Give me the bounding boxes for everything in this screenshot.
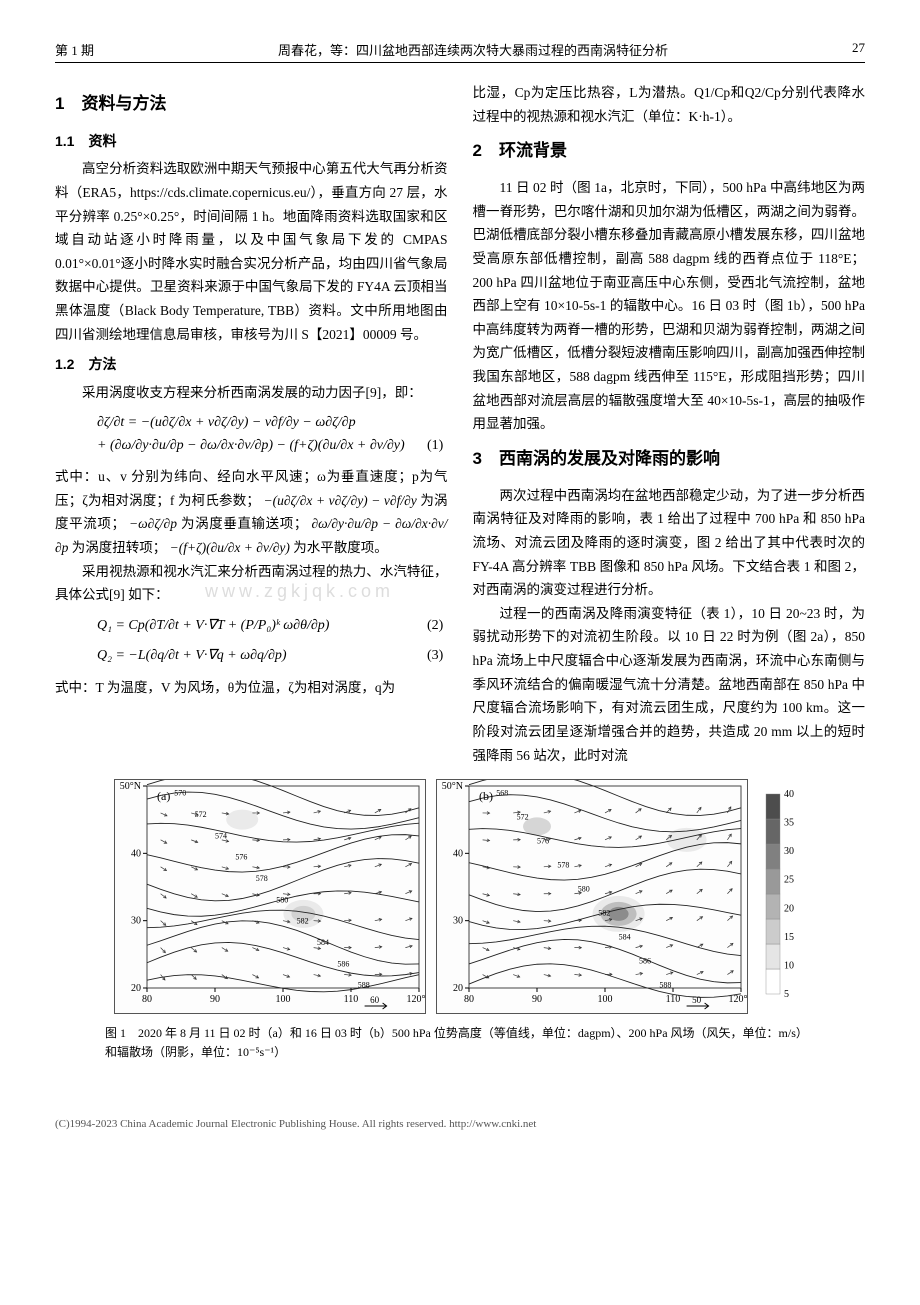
para-eq-terms: 式中：u、v 分别为纬向、经向水平风速；ω为垂直速度；p为气压；ζ为相对涡度；f…: [55, 465, 448, 560]
para-vortex-1: 两次过程中西南涡均在盆地西部稳定少动，为了进一步分析西南涡特征及对降雨的影响，表…: [473, 484, 866, 602]
svg-text:586: 586: [639, 957, 651, 966]
eq-terms-mid3: 为涡度扭转项；: [72, 540, 167, 555]
svg-text:15: 15: [784, 932, 794, 943]
eq3-num: (3): [427, 645, 443, 667]
equation-2: Q₁ = Cp(∂T/∂t + V·∇T + (P/P₀)ᵏ ω∂θ/∂p) (2…: [97, 615, 448, 637]
inline-vert-term: −ω∂ζ/∂p: [129, 516, 177, 531]
header-page-num: 27: [852, 40, 865, 59]
svg-text:574: 574: [215, 832, 227, 841]
inline-adv-term: −(u∂ζ/∂x + v∂ζ/∂y) − v∂f/∂y: [264, 493, 417, 508]
figure-1b-svg: 8090100110120°E20304050°N568572576578580…: [437, 780, 747, 1010]
svg-text:50: 50: [692, 995, 702, 1005]
eq1-line1: ∂ζ/∂t = −(u∂ζ/∂x + v∂ζ/∂y) − v∂f/∂y − ω∂…: [97, 412, 448, 434]
section-1-1-heading: 1.1 资料: [55, 129, 448, 154]
svg-text:568: 568: [496, 789, 508, 798]
svg-text:35: 35: [784, 818, 794, 829]
svg-text:50°N: 50°N: [442, 781, 463, 792]
svg-text:80: 80: [142, 994, 152, 1005]
svg-text:5: 5: [784, 989, 789, 1000]
section-title: 环流背景: [499, 141, 567, 160]
svg-text:100: 100: [598, 994, 613, 1005]
svg-text:572: 572: [517, 813, 529, 822]
para-vortex-2: 过程一的西南涡及降雨演变特征（表 1），10 日 20~23 时，为弱扰动形势下…: [473, 602, 866, 767]
para-circulation: 11 日 02 时（图 1a，北京时，下同），500 hPa 中高纬地区为两槽一…: [473, 176, 866, 436]
svg-text:582: 582: [297, 917, 309, 926]
section-2-heading: 2 环流背景: [473, 136, 866, 166]
svg-text:100: 100: [276, 994, 291, 1005]
equation-1: ∂ζ/∂t = −(u∂ζ/∂x + v∂ζ/∂y) − v∂f/∂y − ω∂…: [97, 412, 448, 457]
section-num: 1: [55, 94, 64, 113]
para-eq-symbols: 式中：T 为温度，V 为风场，θ为位温，ζ为相对涡度，q为: [55, 676, 448, 700]
equation-3: Q₂ = −L(∂q/∂t + V·∇q + ω∂q/∂p) (3): [97, 645, 448, 667]
header-issue: 第 1 期: [55, 40, 94, 59]
inline-div-term: −(f+ζ)(∂u/∂x + ∂v/∂y): [170, 540, 290, 555]
para-humidity-cont: 比湿，Cp为定压比热容，L为潜热。Q1/Cp和Q2/Cp分别代表降水过程中的视热…: [473, 81, 866, 128]
section-3-heading: 3 西南涡的发展及对降雨的影响: [473, 444, 866, 474]
svg-text:120°E: 120°E: [406, 994, 425, 1005]
colorbar-svg: 5 10 15 20 25 30 35 40: [764, 779, 806, 1009]
svg-text:50°N: 50°N: [120, 781, 141, 792]
para-method-intro: 采用涡度收支方程来分析西南涡发展的动力因子[9]，即：: [55, 381, 448, 405]
subsection-num: 1.1: [55, 133, 74, 149]
svg-text:40: 40: [453, 848, 463, 859]
svg-text:584: 584: [619, 933, 631, 942]
section-title: 资料与方法: [81, 94, 166, 113]
left-column: 1 资料与方法 1.1 资料 高空分析资料选取欧洲中期天气预报中心第五代大气再分…: [55, 81, 448, 767]
svg-text:20: 20: [784, 903, 794, 914]
figure-1a-svg: 8090100110120°E20304050°N570572574576578…: [115, 780, 425, 1010]
svg-text:90: 90: [532, 994, 542, 1005]
section-title: 西南涡的发展及对降雨的影响: [499, 449, 720, 468]
eq3-body: Q₂ = −L(∂q/∂t + V·∇q + ω∂q/∂p): [97, 648, 287, 663]
svg-text:582: 582: [598, 909, 610, 918]
svg-text:40: 40: [784, 789, 794, 800]
subsection-title: 资料: [88, 133, 116, 149]
subsection-title: 方法: [88, 356, 116, 372]
eq1-num: (1): [427, 435, 443, 457]
para-data: 高空分析资料选取欧洲中期天气预报中心第五代大气再分析资料（ERA5，https:…: [55, 157, 448, 346]
right-column: 比湿，Cp为定压比热容，L为潜热。Q1/Cp和Q2/Cp分别代表降水过程中的视热…: [473, 81, 866, 767]
eq-terms-end: 为水平散度项。: [293, 540, 388, 555]
section-1-2-heading: 1.2 方法: [55, 352, 448, 377]
svg-text:576: 576: [537, 837, 549, 846]
svg-text:60: 60: [370, 995, 380, 1005]
svg-text:578: 578: [557, 861, 569, 870]
section-1-heading: 1 资料与方法: [55, 89, 448, 119]
eq2-num: (2): [427, 615, 443, 637]
svg-text:20: 20: [131, 983, 141, 994]
svg-text:10: 10: [784, 961, 794, 972]
para-heat-intro: 采用视热源和视水汽汇来分析西南涡过程的热力、水汽特征，具体公式[9] 如下：: [55, 560, 448, 607]
page-header: 第 1 期 周春花，等：四川盆地西部连续两次特大暴雨过程的西南涡特征分析 27: [55, 40, 865, 63]
eq1-line2: + (∂ω/∂y·∂u/∂p − ∂ω/∂x·∂v/∂p) − (f+ζ)(∂u…: [97, 438, 405, 453]
figure-1a-panel: 8090100110120°E20304050°N570572574576578…: [114, 779, 426, 1014]
svg-text:584: 584: [317, 938, 329, 947]
svg-text:576: 576: [235, 853, 247, 862]
svg-text:30: 30: [131, 916, 141, 927]
header-title: 周春花，等：四川盆地西部连续两次特大暴雨过程的西南涡特征分析: [278, 40, 668, 59]
svg-text:25: 25: [784, 875, 794, 886]
figure-1b-panel: 8090100110120°E20304050°N568572576578580…: [436, 779, 748, 1014]
svg-text:90: 90: [210, 994, 220, 1005]
svg-text:110: 110: [344, 994, 359, 1005]
svg-text:80: 80: [464, 994, 474, 1005]
svg-text:40: 40: [131, 848, 141, 859]
svg-text:586: 586: [337, 959, 349, 968]
page-footer: (C)1994-2023 China Academic Journal Elec…: [0, 1118, 920, 1140]
svg-text:(a): (a): [157, 789, 170, 803]
section-num: 3: [473, 449, 482, 468]
section-num: 2: [473, 141, 482, 160]
colorbar: 5 10 15 20 25 30 35 40: [764, 779, 806, 1014]
svg-text:588: 588: [358, 981, 370, 990]
svg-text:30: 30: [784, 846, 794, 857]
eq2-body: Q₁ = Cp(∂T/∂t + V·∇T + (P/P₀)ᵏ ω∂θ/∂p): [97, 618, 329, 633]
eq-terms-mid2: 为涡度垂直输送项；: [181, 516, 307, 531]
svg-text:30: 30: [453, 916, 463, 927]
figure-1: 8090100110120°E20304050°N570572574576578…: [55, 779, 865, 1062]
subsection-num: 1.2: [55, 356, 74, 372]
svg-text:(b): (b): [479, 789, 493, 803]
svg-text:588: 588: [659, 981, 671, 990]
figure-1-caption: 图 1 2020 年 8 月 11 日 02 时（a）和 16 日 03 时（b…: [55, 1024, 865, 1062]
svg-text:578: 578: [256, 874, 268, 883]
svg-text:20: 20: [453, 983, 463, 994]
svg-text:580: 580: [276, 895, 288, 904]
